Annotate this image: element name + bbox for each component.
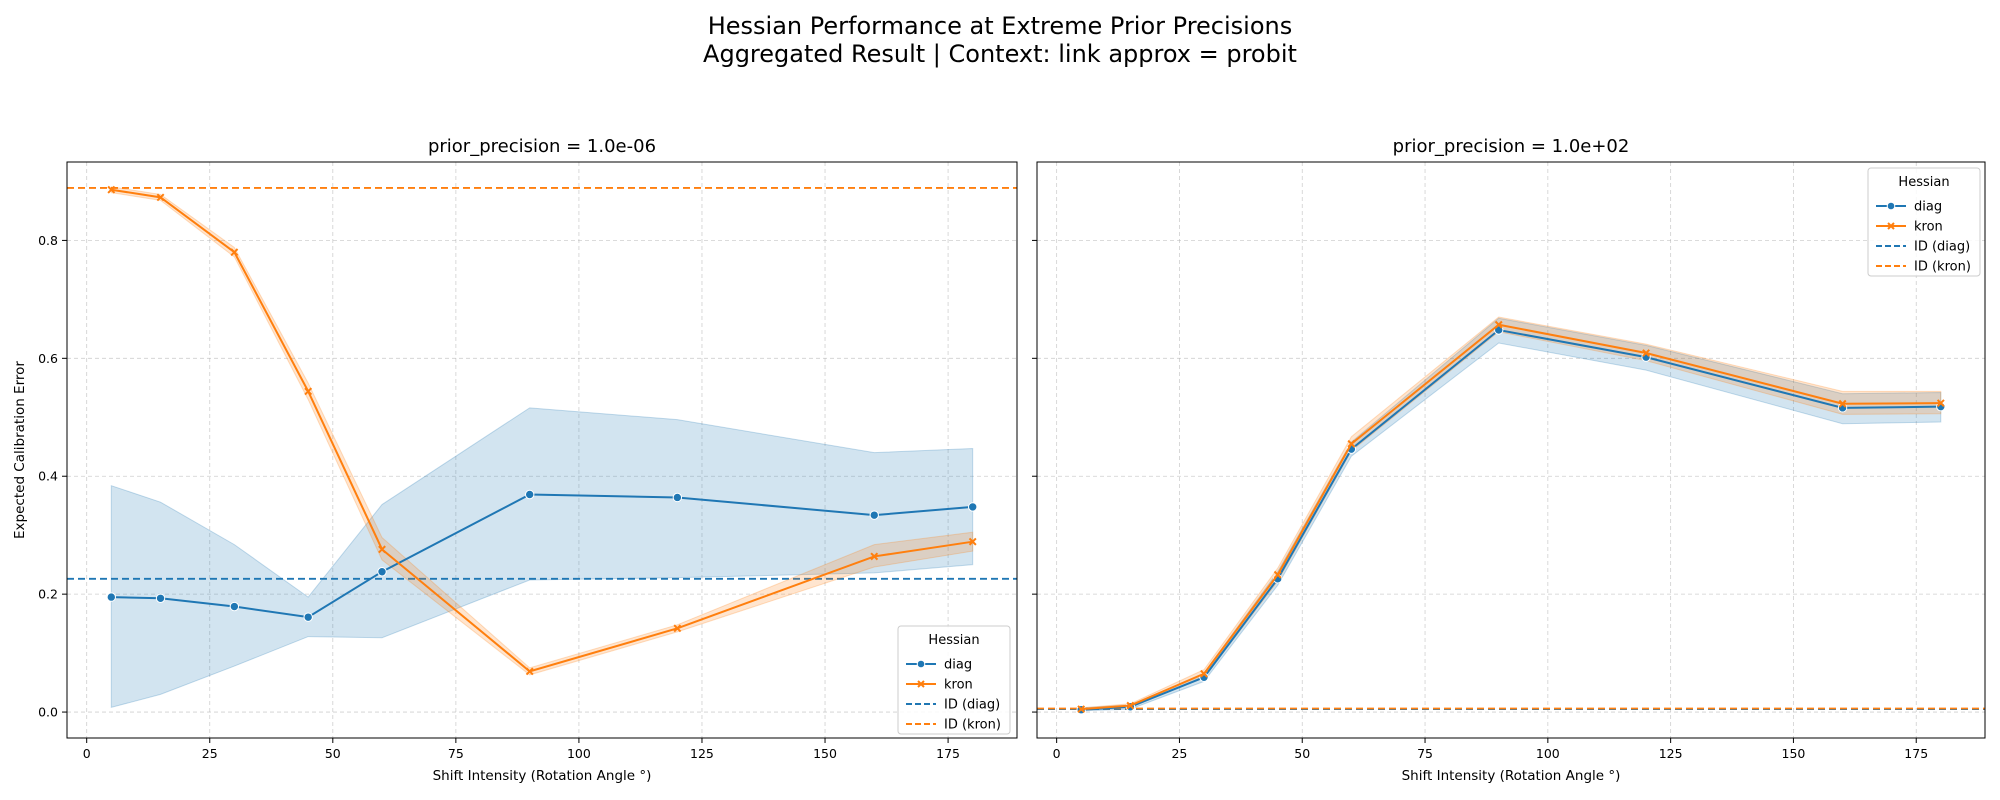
data-point-diag	[672, 492, 683, 503]
data-point-kron	[525, 667, 534, 676]
x-tick-label: 125	[1659, 746, 1683, 761]
legend: Hessian diag kron ID (diag) ID (kron)	[1867, 167, 1981, 277]
legend-label: kron	[1914, 220, 1943, 235]
x-tick-label: 50	[325, 746, 341, 761]
x-tick-label: 175	[1904, 746, 1928, 761]
data-point-kron	[968, 537, 977, 546]
axes-frame	[1036, 161, 1986, 739]
legend-marker	[917, 680, 925, 688]
data-point-kron	[1077, 705, 1086, 714]
data-point-kron	[156, 193, 165, 202]
legend-marker	[1887, 222, 1895, 230]
y-tick-label: 0.4	[38, 469, 58, 484]
x-tick-label: 150	[813, 746, 837, 761]
legend-label: kron	[944, 678, 973, 693]
y-tick-label: 0.2	[38, 587, 58, 602]
legend-label: ID (diag)	[1914, 240, 1970, 255]
x-tick-label: 100	[1536, 746, 1560, 761]
legend-box	[897, 625, 1011, 735]
ci-band-kron	[110, 186, 974, 676]
figure-subtitle: Aggregated Result | Context: link approx…	[703, 40, 1297, 68]
x-tick-label: 125	[690, 746, 714, 761]
data-point-diag	[155, 593, 166, 603]
y-tick-label: 0.0	[38, 705, 58, 720]
x-tick-label: 25	[202, 746, 218, 761]
legend-marker	[916, 659, 926, 669]
series-line-kron	[1081, 323, 1941, 711]
legend-title: Hessian	[928, 633, 979, 648]
x-tick-label: 0	[83, 746, 91, 761]
x-tick-label: 100	[567, 746, 591, 761]
legend: Hessian diag kron ID (diag) ID (kron)	[897, 625, 1011, 735]
legend-marker	[1886, 201, 1896, 211]
plot-area	[67, 185, 1017, 708]
subplot-title: prior_precision = 1.0e-06	[428, 136, 656, 157]
data-point-diag	[967, 502, 978, 512]
data-point-kron	[1936, 399, 1945, 408]
legend-label: ID (diag)	[944, 698, 1000, 713]
legend-label: ID (kron)	[944, 718, 1001, 733]
y-tick-label: 0.8	[38, 233, 58, 248]
data-point-diag	[377, 567, 387, 577]
ci-band-kron	[1080, 316, 1942, 711]
x-tick-label: 25	[1171, 746, 1187, 761]
figure-title: Hessian Performance at Extreme Prior Pre…	[707, 12, 1293, 40]
data-point-kron	[1200, 669, 1208, 678]
ci-band-diag	[1080, 317, 1942, 712]
data-point-kron	[230, 248, 239, 257]
data-point-kron	[870, 552, 879, 561]
legend-label: ID (kron)	[1914, 260, 1971, 275]
data-point-kron	[1273, 570, 1282, 579]
data-point-kron	[378, 545, 386, 554]
legend-box	[1867, 167, 1981, 277]
data-point-kron	[304, 387, 313, 396]
data-point-kron	[1347, 439, 1356, 448]
x-axis-label: Shift Intensity (Rotation Angle °)	[433, 768, 652, 784]
subplot-1: 0 25 50 75 100 125 150 175 0.0 0.2 0.4 0.6 0.8 prior_…	[12, 136, 1018, 784]
data-point-kron	[1838, 399, 1847, 408]
y-axis-label: Expected Calibration Error	[12, 361, 28, 539]
data-point-kron	[673, 624, 682, 633]
data-point-kron	[1126, 701, 1135, 710]
x-axis-label: Shift Intensity (Rotation Angle °)	[1402, 768, 1621, 784]
data-point-diag	[229, 601, 240, 612]
x-tick-label: 175	[936, 746, 960, 761]
x-tick-label: 0	[1053, 746, 1061, 761]
x-tick-label: 75	[1417, 746, 1433, 761]
legend-label: diag	[1914, 200, 1942, 215]
subplot-title: prior_precision = 1.0e+02	[1393, 136, 1630, 157]
axes-frame	[66, 161, 1018, 739]
x-tick-label: 50	[1294, 746, 1310, 761]
data-point-kron	[1494, 320, 1503, 329]
legend-label: diag	[944, 658, 972, 673]
data-point-diag	[106, 592, 117, 602]
x-tick-label: 150	[1782, 746, 1806, 761]
data-point-diag	[869, 510, 879, 520]
data-point-kron	[1642, 349, 1650, 357]
plot-area	[1037, 316, 1985, 715]
legend-title: Hessian	[1898, 175, 1949, 190]
data-point-kron	[107, 185, 116, 194]
data-point-diag	[303, 612, 313, 622]
ci-band-diag	[110, 407, 974, 708]
y-tick-label: 0.6	[38, 351, 58, 366]
x-tick-label: 75	[448, 746, 464, 761]
data-point-diag	[524, 489, 535, 500]
subplot-2: 0 25 50 75 100 125 150 175 prior_precision = 1.0…	[1032, 136, 1986, 784]
